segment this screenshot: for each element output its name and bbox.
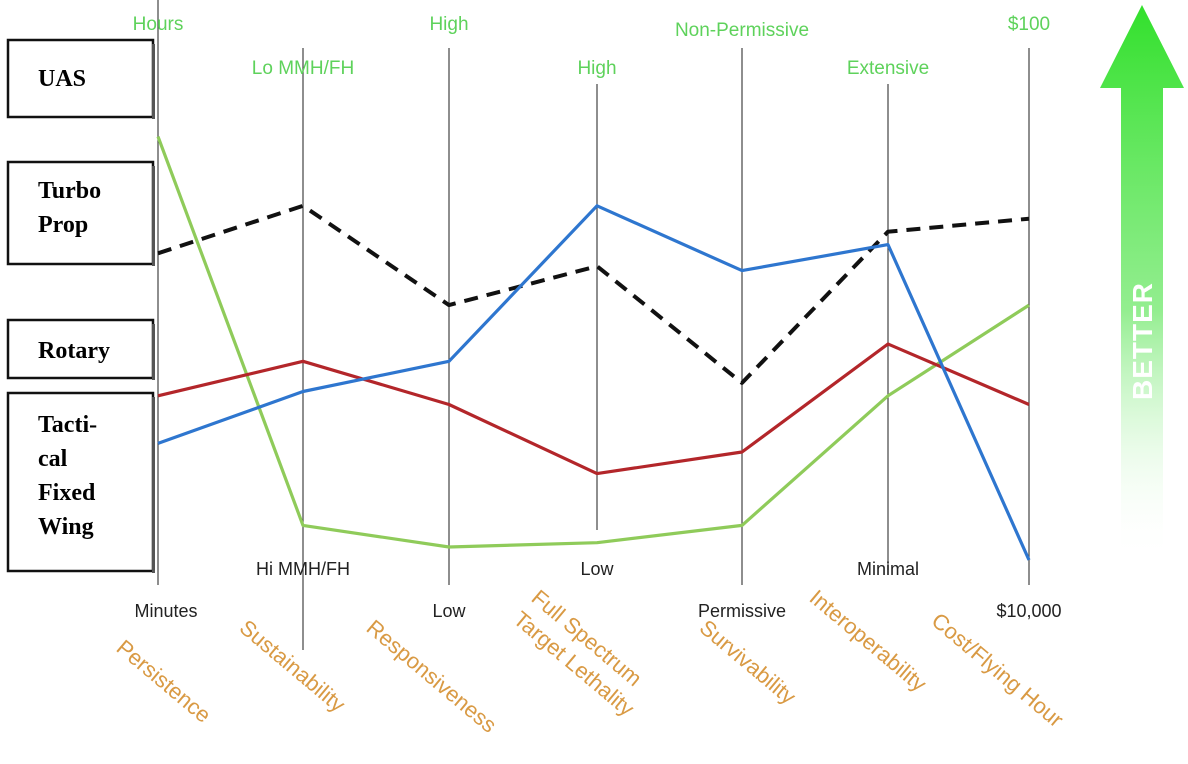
axis-name-survivability: Survivability [695,615,801,710]
series-line-tactical-fixed-wing [157,204,1031,561]
axis-name-cost-flying-hour: Cost/Flying Hour [927,608,1069,732]
axis-bottom-label: Low [432,601,466,621]
legend-label-line: Tacti- [38,412,97,438]
legend-item-uas: UAS [6,38,155,119]
axis-bottom-label: Permissive [698,601,786,621]
legend-box-shadow [152,324,155,380]
better-label: BETTER [1127,282,1158,400]
legend-box [6,318,155,380]
axis-name-line: Responsiveness [362,615,502,738]
axis-name-line: Survivability [695,615,801,710]
series-lines [156,136,1031,561]
legend-box-shadow [152,166,155,266]
series-line-rotary [157,342,1030,476]
axis-labels: Hours Minutes Persistence Lo MMH/FH Hi MMH/F… [112,14,1069,738]
legend-box-shadow [152,397,155,573]
axis-bottom-label: Minutes [134,601,197,621]
axis-bottom-label: Low [580,559,614,579]
legend: UAS Turbo Prop Rotary Tacti-cal Fixed Wing [6,38,155,573]
legend-box [6,38,155,119]
legend-box-shadow [152,44,155,119]
axis-top-label: Lo MMH/FH [252,58,354,79]
legend-label-line: cal [38,446,68,472]
axis-bottom-label: Minimal [857,559,919,579]
axis-name-line: Sustainability [235,615,350,717]
axes [157,0,1030,650]
axis-name-line: Cost/Flying Hour [927,608,1069,732]
axis-name-line: Interoperability [805,585,932,697]
legend-item-turbo-prop: Turbo Prop [6,160,155,266]
axis-top-label: High [429,14,468,35]
better-indicator: BETTER [1100,5,1184,560]
axis-top-label: Non-Permissive [675,20,809,41]
axis-top-label: $100 [1008,14,1050,35]
legend-item-tactical-fixed-wing: Tacti-cal Fixed Wing [6,391,155,573]
series-line-uas [156,136,1030,549]
axis-name-interoperability: Interoperability [805,585,932,697]
axis-top-label: Extensive [847,58,929,79]
legend-item-rotary: Rotary [6,318,155,380]
legend-box [6,160,155,266]
axis-top-label: Hours [133,14,184,35]
axis-name-persistence: Persistence [112,635,216,728]
legend-box [6,391,155,573]
axis-name-sustainability: Sustainability [235,615,350,717]
legend-label-line: Fixed [38,480,96,506]
axis-name-line: Persistence [112,635,216,728]
better-arrow [1100,5,1184,560]
legend-label-line: UAS [38,66,86,92]
legend-label-line: Rotary [38,338,110,364]
legend-label-line: Turbo [38,178,101,204]
axis-bottom-label: $10,000 [996,601,1061,621]
axis-top-label: High [577,58,616,79]
series-line-turbo-prop [157,203,1030,385]
axis-name-responsiveness: Responsiveness [362,615,502,738]
axis-bottom-label: Hi MMH/FH [256,559,350,579]
legend-label-line: Wing [38,514,94,540]
legend-label-line: Prop [38,212,88,238]
